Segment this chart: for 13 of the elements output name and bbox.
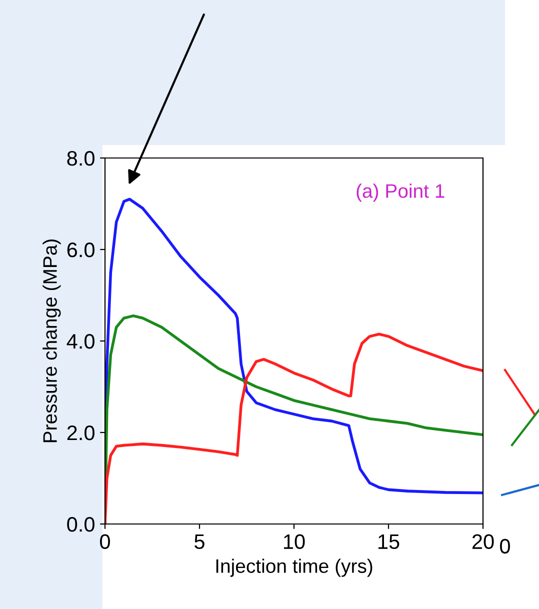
x-axis-title: Injection time (yrs) — [216, 558, 372, 577]
y-tick-label: 4.0 — [66, 334, 94, 349]
y-tick-label: 8.0 — [67, 151, 94, 166]
x-tick-label: 0 — [100, 534, 110, 550]
text: (a) Point 1 — [356, 184, 444, 202]
y-tick-label: 6.0 — [67, 242, 94, 258]
x-tick-label: 15 — [378, 534, 400, 550]
y-tick-label: 0.0 — [67, 517, 94, 532]
x-tick-label: 10 — [284, 534, 305, 550]
x-tick-label: 5 — [194, 534, 204, 550]
y-axis-title: Pressure change (MPa) — [42, 240, 61, 442]
x-tick-label: 20 — [472, 534, 494, 550]
y-tick-label: 2.0 — [67, 426, 94, 440]
